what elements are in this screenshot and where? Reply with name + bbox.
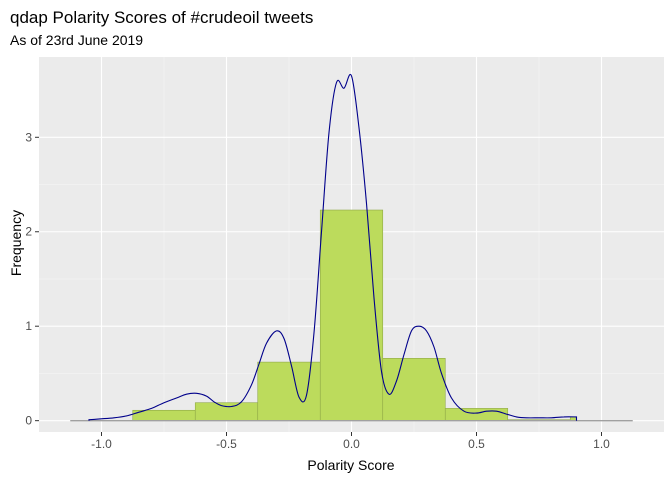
chart-title: qdap Polarity Scores of #crudeoil tweets: [10, 8, 313, 27]
y-tick-label: 3: [25, 130, 32, 144]
y-axis-title: Frequency: [8, 210, 24, 276]
histogram-bars: [132, 209, 577, 421]
density-layer: [70, 73, 633, 422]
y-tick-label: 1: [25, 319, 32, 333]
histogram-bar: [194, 402, 259, 421]
y-tick-label: 0: [25, 414, 32, 428]
y-axis: 0 1 2 3: [25, 130, 39, 428]
density-curve: [88, 73, 578, 421]
histogram-bar: [257, 361, 321, 421]
histogram-bar: [382, 358, 446, 421]
x-tick-label: -0.5: [216, 437, 237, 451]
chart-subtitle: As of 23rd June 2019: [10, 32, 143, 48]
x-tick-label: -1.0: [91, 437, 112, 451]
x-tick-label: 1.0: [593, 437, 610, 451]
x-axis-title: Polarity Score: [307, 457, 394, 473]
histogram-bar: [319, 209, 384, 421]
x-tick-label: 0.5: [468, 437, 485, 451]
histogram-bar: [444, 408, 509, 421]
y-tick-label: 2: [25, 225, 32, 239]
x-axis: -1.0 -0.5 0.0 0.5 1.0: [91, 432, 610, 451]
x-tick-label: 0.0: [343, 437, 360, 451]
